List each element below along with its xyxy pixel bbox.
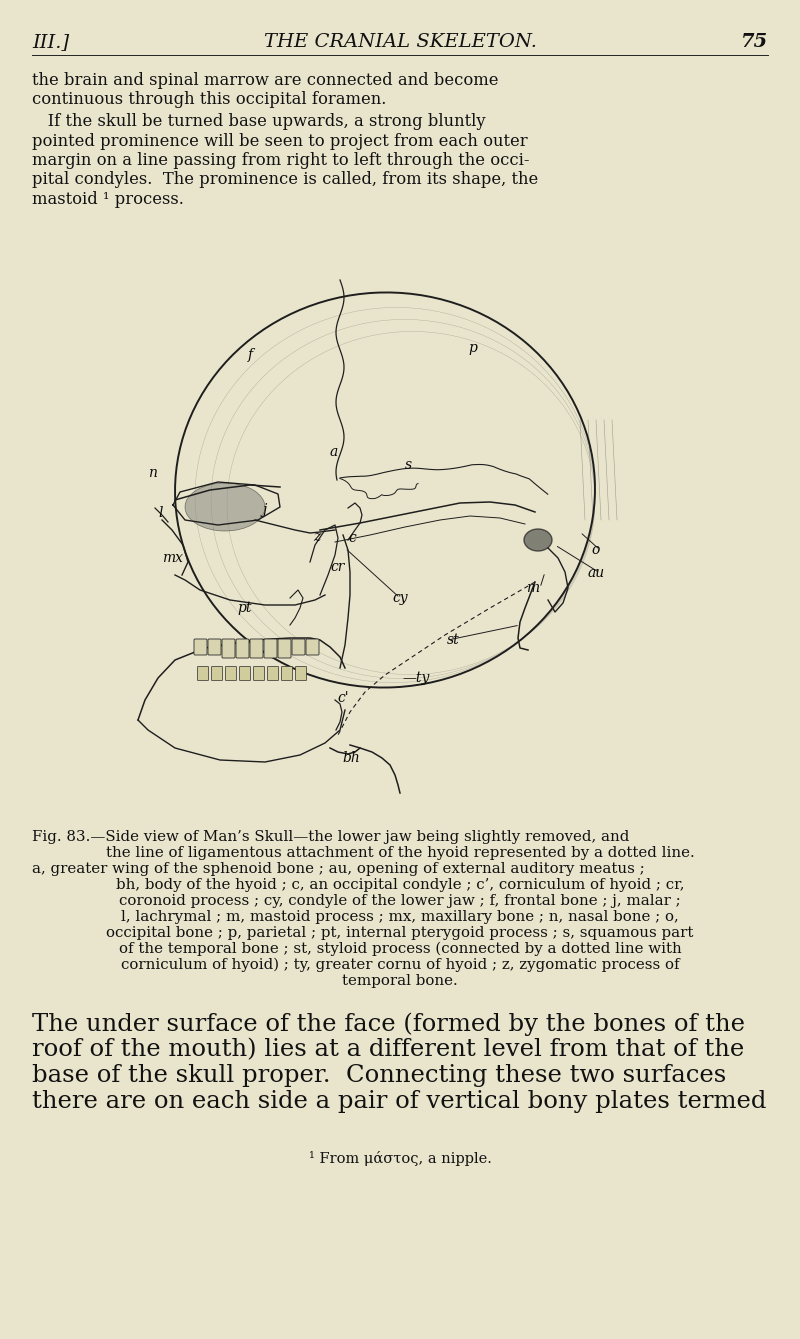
Text: m: m: [526, 581, 539, 595]
Text: s: s: [405, 458, 412, 473]
Text: —ty: —ty: [402, 671, 430, 686]
Text: mx: mx: [162, 552, 183, 565]
Text: z: z: [313, 530, 320, 544]
FancyBboxPatch shape: [267, 667, 278, 680]
FancyBboxPatch shape: [194, 639, 207, 655]
Text: ¹ From μάστος, a nipple.: ¹ From μάστος, a nipple.: [309, 1152, 491, 1166]
FancyBboxPatch shape: [222, 639, 235, 657]
Text: Fig. 83.—Side view of Man’s Skull—the lower jaw being slightly removed, and: Fig. 83.—Side view of Man’s Skull—the lo…: [32, 830, 630, 844]
Text: pt: pt: [237, 601, 251, 615]
Text: margin on a line passing from right to left through the occi-: margin on a line passing from right to l…: [32, 153, 530, 169]
FancyBboxPatch shape: [278, 639, 291, 657]
Text: mastoid ¹ process.: mastoid ¹ process.: [32, 191, 184, 208]
Text: the brain and spinal marrow are connected and become: the brain and spinal marrow are connecte…: [32, 72, 498, 88]
FancyBboxPatch shape: [226, 667, 237, 680]
FancyBboxPatch shape: [250, 639, 263, 657]
Text: THE CRANIAL SKELETON.: THE CRANIAL SKELETON.: [263, 33, 537, 51]
Text: the line of ligamentous attachment of the hyoid represented by a dotted line.: the line of ligamentous attachment of th…: [106, 846, 694, 860]
FancyBboxPatch shape: [198, 667, 209, 680]
Text: a: a: [330, 445, 338, 459]
Text: If the skull be turned base upwards, a strong bluntly: If the skull be turned base upwards, a s…: [32, 112, 486, 130]
Text: coronoid process ; cy, condyle of the lower jaw ; f, frontal bone ; j, malar ;: coronoid process ; cy, condyle of the lo…: [119, 894, 681, 908]
Text: corniculum of hyoid) ; ty, greater cornu of hyoid ; z, zygomatic process of: corniculum of hyoid) ; ty, greater cornu…: [121, 957, 679, 972]
Text: III.]: III.]: [32, 33, 69, 51]
Text: roof of the mouth) lies at a different level from that of the: roof of the mouth) lies at a different l…: [32, 1038, 744, 1060]
FancyBboxPatch shape: [264, 639, 277, 657]
FancyBboxPatch shape: [282, 667, 293, 680]
FancyBboxPatch shape: [254, 667, 265, 680]
Text: occipital bone ; p, parietal ; pt, internal pterygoid process ; s, squamous part: occipital bone ; p, parietal ; pt, inter…: [106, 927, 694, 940]
Text: o: o: [591, 544, 599, 557]
Text: l, lachrymal ; m, mastoid process ; mx, maxillary bone ; n, nasal bone ; o,: l, lachrymal ; m, mastoid process ; mx, …: [121, 911, 679, 924]
Text: there are on each side a pair of vertical bony plates termed: there are on each side a pair of vertica…: [32, 1090, 766, 1113]
Ellipse shape: [185, 483, 265, 532]
Text: 75: 75: [741, 33, 768, 51]
Text: pointed prominence will be seen to project from each outer: pointed prominence will be seen to proje…: [32, 133, 528, 150]
Text: c': c': [337, 691, 349, 706]
Text: n: n: [148, 466, 157, 479]
Text: continuous through this occipital foramen.: continuous through this occipital forame…: [32, 91, 386, 108]
Bar: [60, 260, 740, 819]
Text: j: j: [263, 503, 267, 517]
Text: pital condyles.  The prominence is called, from its shape, the: pital condyles. The prominence is called…: [32, 171, 538, 189]
Text: au: au: [588, 566, 605, 580]
Text: bh: bh: [342, 751, 360, 765]
Text: c: c: [348, 532, 356, 545]
Text: of the temporal bone ; st, styloid process (connected by a dotted line with: of the temporal bone ; st, styloid proce…: [118, 943, 682, 956]
FancyBboxPatch shape: [208, 639, 221, 655]
Text: cr: cr: [330, 560, 344, 574]
Text: The under surface of the face (formed by the bones of the: The under surface of the face (formed by…: [32, 1012, 745, 1035]
Ellipse shape: [524, 529, 552, 552]
FancyBboxPatch shape: [236, 639, 249, 657]
FancyBboxPatch shape: [306, 639, 319, 655]
Text: a, greater wing of the sphenoid bone ; au, opening of external auditory meatus ;: a, greater wing of the sphenoid bone ; a…: [32, 862, 645, 876]
FancyBboxPatch shape: [295, 667, 306, 680]
Text: temporal bone.: temporal bone.: [342, 973, 458, 988]
FancyBboxPatch shape: [211, 667, 222, 680]
FancyBboxPatch shape: [239, 667, 250, 680]
Text: st: st: [447, 633, 460, 647]
Text: p: p: [468, 341, 477, 355]
Text: l: l: [158, 506, 162, 520]
Text: f: f: [248, 348, 253, 362]
Text: bh, body of the hyoid ; c, an occipital condyle ; c’, corniculum of hyoid ; cr,: bh, body of the hyoid ; c, an occipital …: [116, 878, 684, 892]
Text: cy: cy: [392, 590, 408, 605]
FancyBboxPatch shape: [292, 639, 305, 655]
Text: base of the skull proper.  Connecting these two surfaces: base of the skull proper. Connecting the…: [32, 1065, 726, 1087]
